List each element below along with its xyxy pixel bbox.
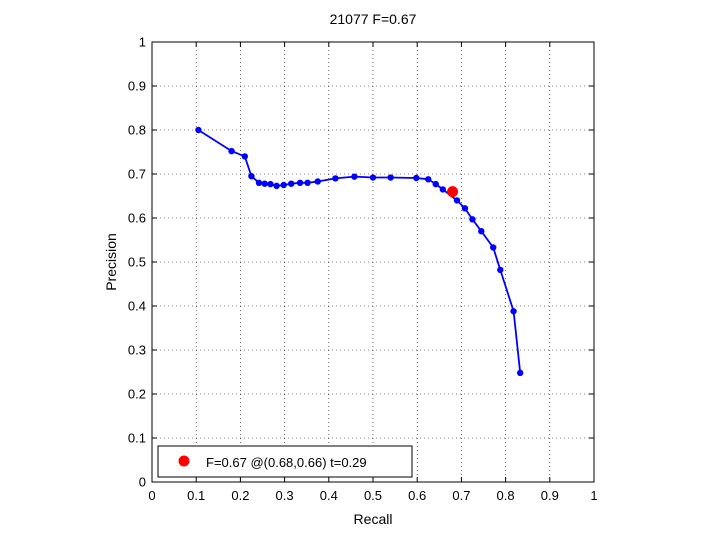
data-point: [255, 179, 263, 186]
data-point: [261, 180, 268, 187]
data-point: [469, 216, 476, 223]
legend: F=0.67 @(0.68,0.66) t=0.29: [157, 445, 413, 478]
legend-label: F=0.67 @(0.68,0.66) t=0.29: [206, 455, 367, 470]
data-point: [478, 228, 485, 235]
data-point: [497, 266, 504, 274]
data-point: [267, 180, 274, 188]
data-point: [369, 174, 377, 181]
y-tick-label: 0.2: [128, 387, 146, 402]
x-tick-label: 0.7: [452, 488, 470, 503]
y-tick-label: 0.7: [128, 167, 146, 182]
legend-box: [157, 445, 413, 478]
data-point: [439, 186, 447, 193]
x-tick-label: 0.4: [320, 488, 338, 503]
data-point: [288, 180, 295, 187]
data-point: [273, 182, 280, 190]
x-axis-label: Recall: [354, 511, 393, 527]
data-point: [228, 147, 235, 155]
data-point: [241, 153, 249, 160]
grid-lines: [152, 42, 594, 482]
data-point: [296, 179, 304, 186]
data-point: [516, 369, 524, 377]
data-point: [248, 173, 255, 180]
y-tick-label: 0.6: [128, 211, 146, 226]
x-tick-label: 0.2: [231, 488, 249, 503]
y-tick-label: 0: [139, 475, 146, 490]
data-point: [332, 175, 339, 182]
x-tick-label: 0.1: [187, 488, 205, 503]
x-tick-label: 0.9: [541, 488, 559, 503]
y-tick-label: 0.1: [128, 431, 146, 446]
data-point: [195, 126, 202, 134]
data-point: [351, 173, 358, 180]
x-tick-label: 0.6: [408, 488, 426, 503]
y-tick-label: 0.4: [128, 299, 146, 314]
data-point: [510, 308, 517, 315]
series-line: [197, 129, 522, 373]
data-point: [461, 205, 469, 212]
data-point: [304, 179, 311, 186]
optimal-point-marker: [447, 186, 459, 198]
series-group: [195, 126, 524, 377]
y-axis-label: Precision: [103, 233, 119, 291]
y-tick-label: 0.9: [128, 79, 146, 94]
data-point: [490, 244, 497, 251]
y-tick-label: 0.8: [128, 123, 146, 138]
x-tick-label: 0.3: [276, 488, 294, 503]
data-point: [413, 174, 420, 182]
x-tick-label: 0: [148, 488, 155, 503]
data-point: [314, 178, 321, 185]
y-tick-label: 0.3: [128, 343, 146, 358]
data-point: [425, 176, 432, 183]
chart-title: 21077 F=0.67: [330, 11, 417, 27]
y-tick-label: 0.5: [128, 255, 146, 270]
data-point: [387, 174, 394, 181]
axis-ticks: 0 0.1 0.2 0.3 0.4 0.5 0.6 0.7 0.8 0.9 1 0 0.1 0.2 0.3 0…: [128, 35, 598, 504]
legend-marker: [178, 455, 190, 467]
data-point: [280, 181, 287, 189]
y-tick-label: 1: [139, 35, 146, 50]
x-tick-label: 0.8: [497, 488, 515, 503]
data-point: [432, 180, 439, 188]
data-point: [453, 197, 461, 204]
x-tick-label: 1: [590, 488, 597, 503]
x-tick-label: 0.5: [364, 488, 382, 503]
